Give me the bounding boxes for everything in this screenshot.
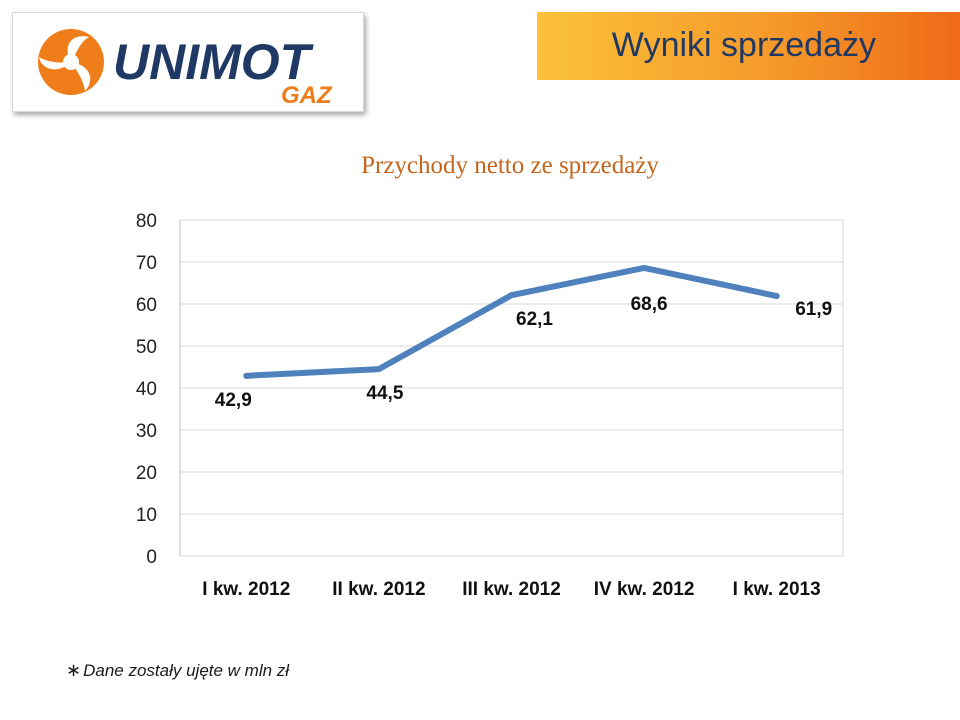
- asterisk-icon: ∗: [66, 660, 82, 680]
- data-label: 61,9: [795, 299, 832, 320]
- chart-title: Przychody netto ze sprzedaży: [361, 152, 659, 179]
- company-logo: UNIMOT GAZ: [12, 12, 364, 112]
- x-tick-label: II kw. 2012: [332, 579, 425, 600]
- y-tick-label: 30: [136, 421, 157, 442]
- data-label: 44,5: [366, 383, 403, 404]
- footnote-text: Dane zostały ujęte w mln zł: [83, 661, 290, 680]
- header-band: [537, 12, 960, 80]
- x-tick-label: IV kw. 2012: [594, 579, 695, 600]
- propeller-swirl-icon: [38, 29, 104, 95]
- y-tick-label: 20: [136, 463, 157, 484]
- y-tick-label: 70: [136, 253, 157, 274]
- y-tick-label: 10: [136, 505, 157, 526]
- data-label: 62,1: [516, 309, 553, 330]
- y-tick-label: 50: [136, 337, 157, 358]
- data-point: [641, 264, 648, 271]
- data-point: [508, 292, 515, 299]
- y-tick-label: 0: [146, 547, 157, 568]
- y-tick-label: 40: [136, 379, 157, 400]
- footnote: ∗ Dane zostały ujęte w mln zł: [66, 660, 289, 681]
- x-tick-label: I kw. 2013: [733, 579, 821, 600]
- data-point: [773, 293, 780, 300]
- series-line: [243, 264, 780, 379]
- data-point: [375, 366, 382, 373]
- data-label: 68,6: [631, 294, 668, 315]
- y-tick-label: 80: [136, 211, 157, 232]
- x-tick-label: III kw. 2012: [462, 579, 561, 600]
- logo-text-sub: GAZ: [281, 82, 333, 109]
- y-tick-label: 60: [136, 295, 157, 316]
- logo-text-main: UNIMOT: [113, 34, 315, 90]
- data-label: 42,9: [215, 390, 252, 411]
- page-title: Wyniki sprzedaży: [611, 26, 876, 64]
- x-tick-label: I kw. 2012: [202, 579, 290, 600]
- data-point: [243, 372, 250, 379]
